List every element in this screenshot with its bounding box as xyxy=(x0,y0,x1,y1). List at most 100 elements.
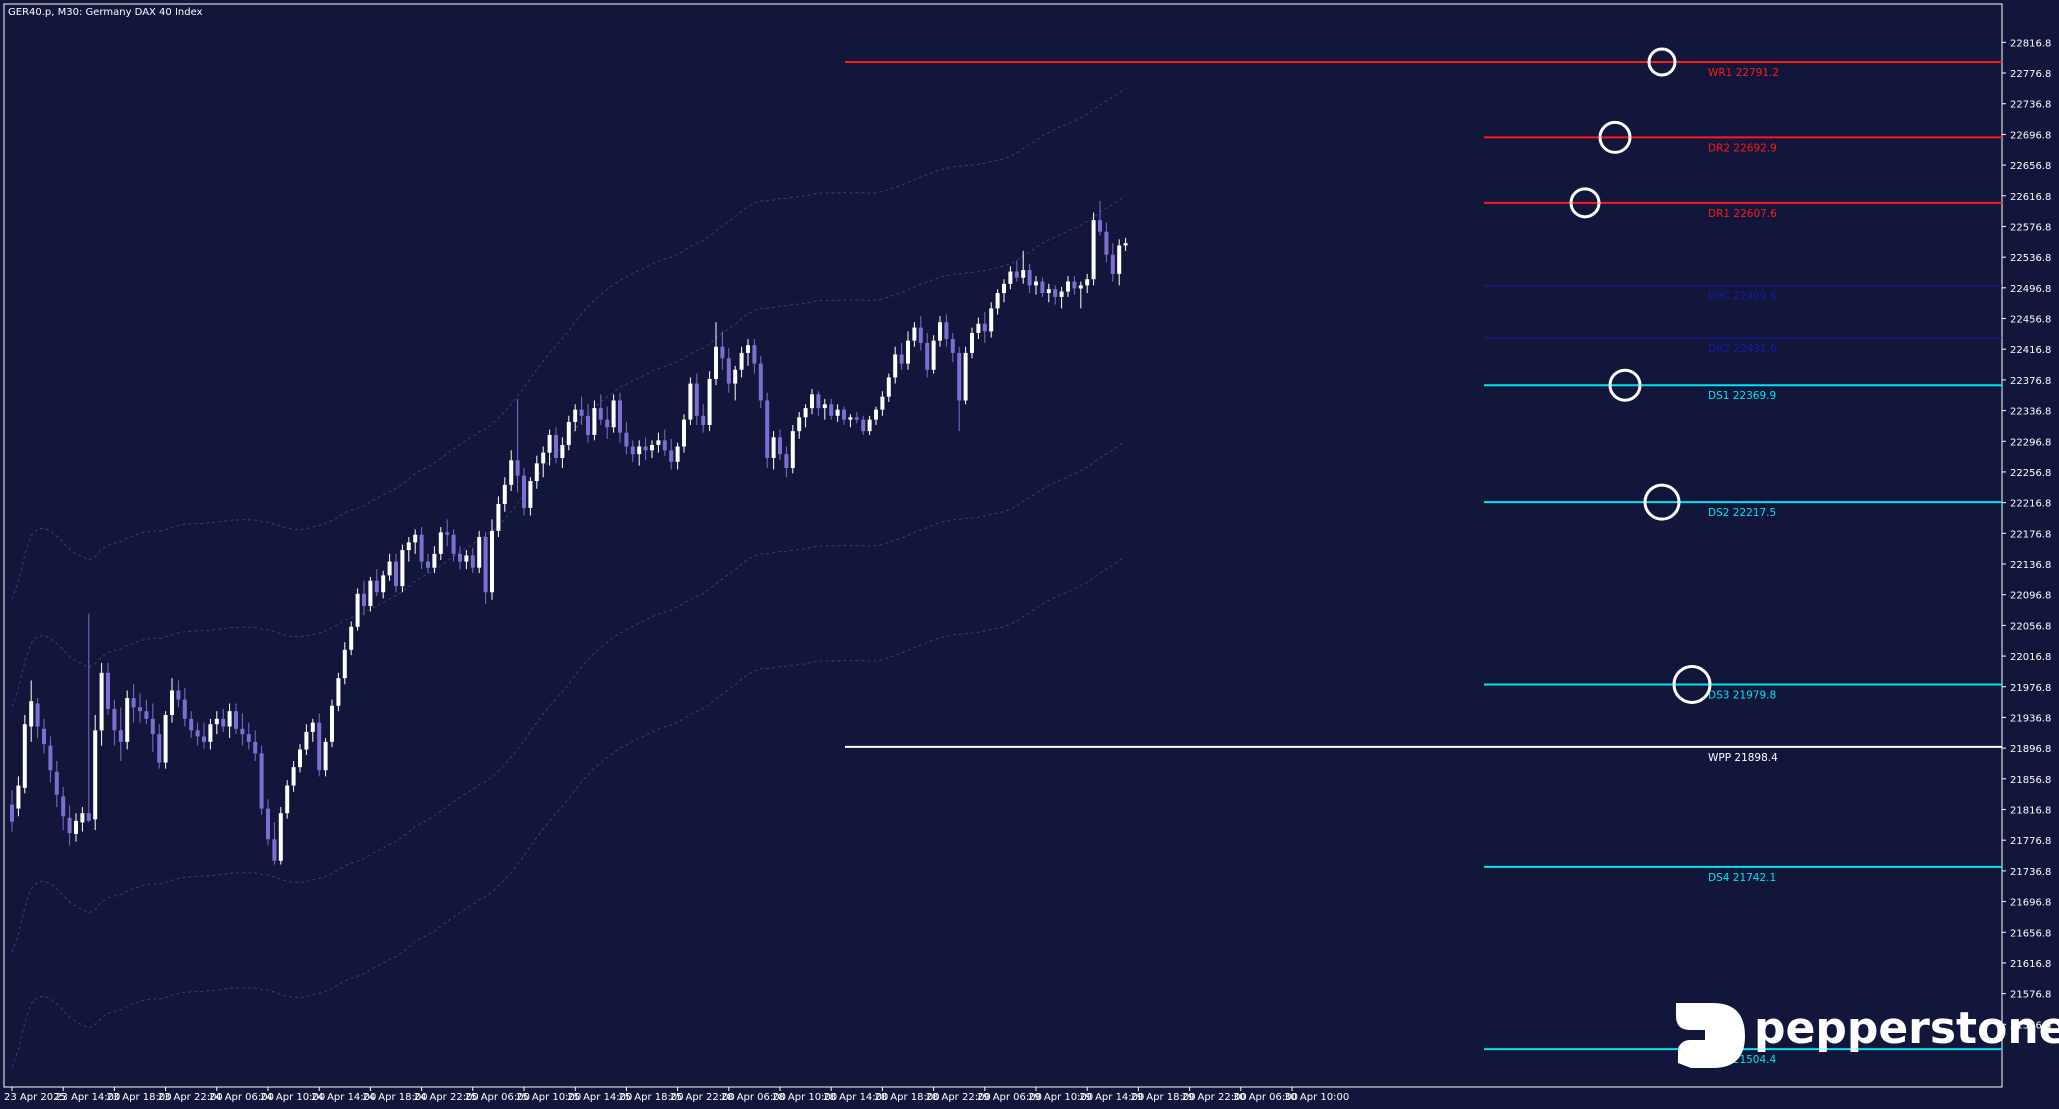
time-tick-label: 28 Apr 22:00 xyxy=(926,1092,991,1103)
candle-body xyxy=(739,352,744,370)
price-tick-label: 21656.8 xyxy=(2010,928,2051,939)
price-tick-label: 22256.8 xyxy=(2010,468,2051,479)
candle-body xyxy=(1046,289,1051,294)
candle-body xyxy=(950,339,955,353)
time-tick-label: 28 Apr 10:00 xyxy=(772,1092,837,1103)
candle-body xyxy=(592,408,597,435)
candle-body xyxy=(630,446,635,455)
candle-body xyxy=(1040,281,1045,294)
candle-body xyxy=(880,396,885,410)
candle-body xyxy=(1110,254,1115,274)
candle-body xyxy=(163,714,168,763)
candle-body xyxy=(918,327,923,343)
candle-body xyxy=(234,711,238,729)
price-tick-label: 22016.8 xyxy=(2010,652,2051,663)
candle-body xyxy=(298,749,302,768)
logo-wordmark: pepperstone xyxy=(1754,1003,2059,1054)
candle-body xyxy=(810,394,814,409)
candle-body xyxy=(944,322,949,340)
candle-body xyxy=(80,813,85,823)
candle-body xyxy=(899,354,904,364)
price-axis[interactable]: 22816.8 22776.8 22736.8 22696.8 22656.8 22616… xyxy=(2002,38,2051,1031)
time-tick-label: 23 Apr 2025 xyxy=(4,1092,66,1103)
candle-body xyxy=(1002,283,1006,294)
candle-body xyxy=(515,460,520,476)
pivot-level-label: DR1 22607.6 xyxy=(1708,208,1777,220)
candle-body xyxy=(816,394,821,409)
candle-body xyxy=(330,705,334,742)
candle-body xyxy=(995,293,1000,309)
candle-body xyxy=(99,672,104,731)
level-marker-circle-icon xyxy=(1598,120,1632,154)
candle-body xyxy=(496,504,501,531)
price-tick-label: 22336.8 xyxy=(2010,407,2051,418)
candle-body xyxy=(1021,270,1026,278)
envelope-band-line xyxy=(11,195,1126,707)
pivot-levels: WR1 22791.2 DR2 22692.9 DR1 22607.6 DPC 224… xyxy=(845,60,2002,1066)
candle-body xyxy=(387,561,392,576)
candle-body xyxy=(74,820,78,834)
candle-body xyxy=(1066,281,1070,292)
candle-body xyxy=(925,342,930,370)
candle-body xyxy=(1078,285,1083,289)
candle-body xyxy=(323,741,328,771)
envelope-band-line xyxy=(11,87,1126,600)
candle-body xyxy=(733,369,738,384)
candle-body xyxy=(272,839,277,861)
level-marker-circle-icon xyxy=(1643,483,1681,521)
candle-body xyxy=(144,711,149,719)
pivot-level-label: DS2 22217.5 xyxy=(1708,507,1776,519)
price-tick-label: 22456.8 xyxy=(2010,315,2051,326)
time-tick-label: 25 Apr 06:00 xyxy=(465,1092,530,1103)
candle-body xyxy=(1104,231,1109,255)
level-marker-circle-icon xyxy=(1608,368,1642,402)
level-markers xyxy=(1569,47,1712,704)
candle-body xyxy=(112,708,117,731)
candle-body xyxy=(483,537,488,593)
candle-body xyxy=(848,417,853,420)
candle-body xyxy=(502,484,507,505)
candle-body xyxy=(1059,291,1064,297)
candle-body xyxy=(42,728,46,745)
time-tick-label: 25 Apr 10:00 xyxy=(516,1092,581,1103)
candle-body xyxy=(138,707,142,712)
envelope-bands xyxy=(11,87,1126,1068)
candle-body xyxy=(790,431,795,468)
candle-body xyxy=(182,699,187,719)
candle-body xyxy=(125,698,130,742)
candle-body xyxy=(931,340,936,370)
candle-body xyxy=(720,346,725,359)
candle-body xyxy=(554,434,558,458)
pivot-level-label: DPC 22499.6 xyxy=(1708,291,1777,303)
candle-body xyxy=(643,446,648,451)
candle-body xyxy=(336,678,341,706)
candle-body xyxy=(266,808,270,840)
candle-body xyxy=(758,363,763,401)
candle-body xyxy=(35,703,40,727)
candle-body xyxy=(912,327,917,341)
time-tick-label: 29 Apr 10:00 xyxy=(1028,1092,1093,1103)
candle-body xyxy=(438,532,443,554)
price-tick-label: 21856.8 xyxy=(2010,775,2051,786)
time-tick-label: 29 Apr 22:00 xyxy=(1182,1092,1247,1103)
price-tick-label: 21576.8 xyxy=(2010,990,2051,1001)
candle-body xyxy=(938,322,942,341)
time-tick-label: 30 Apr 10:00 xyxy=(1284,1092,1349,1103)
candle-body xyxy=(963,352,968,401)
price-tick-label: 21936.8 xyxy=(2010,713,2051,724)
level-marker-circle-icon xyxy=(1672,664,1712,704)
candle-body xyxy=(797,417,802,432)
price-tick-label: 22416.8 xyxy=(2010,345,2051,356)
candle-body xyxy=(566,421,571,445)
candle-body xyxy=(854,417,859,420)
price-tick-label: 22776.8 xyxy=(2010,69,2051,80)
time-tick-label: 24 Apr 10:00 xyxy=(260,1092,325,1103)
price-tick-label: 21976.8 xyxy=(2010,683,2051,694)
pivot-level-label: DR2 22431.6 xyxy=(1708,343,1777,355)
candle-body xyxy=(874,409,878,420)
time-tick-label: 28 Apr 06:00 xyxy=(721,1092,786,1103)
price-tick-label: 22056.8 xyxy=(2010,621,2051,632)
candle-body xyxy=(400,550,405,587)
